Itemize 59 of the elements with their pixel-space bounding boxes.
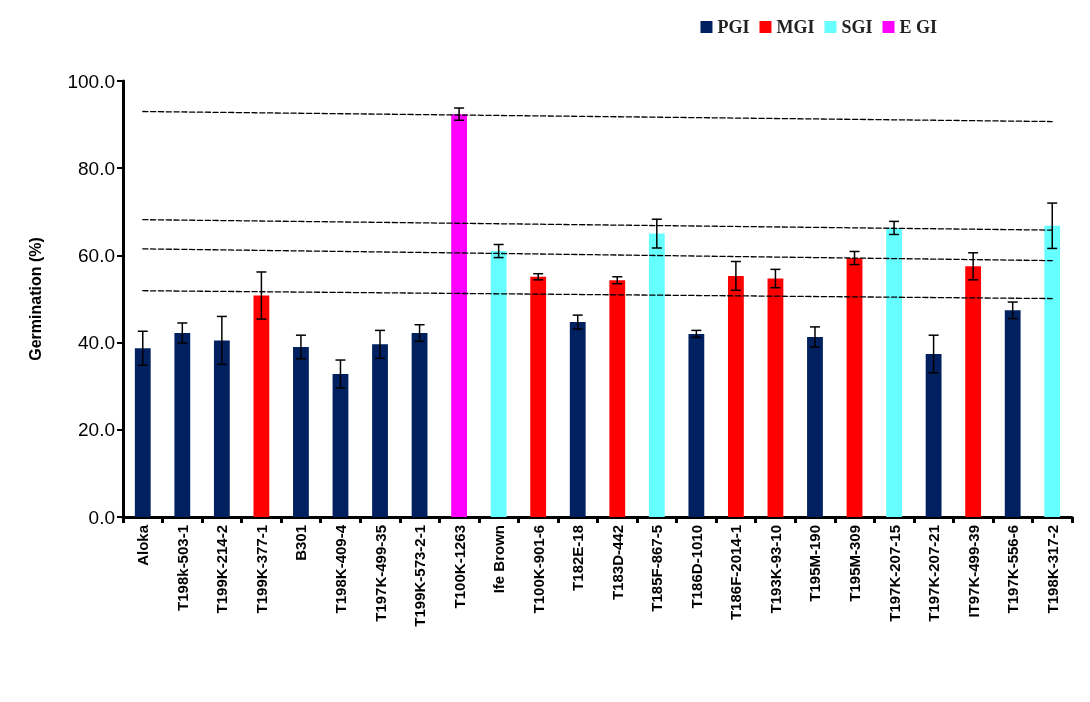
legend-label: MGI — [776, 17, 815, 37]
x-tick-label: T195M-190 — [806, 525, 824, 602]
bar — [293, 346, 309, 517]
x-tick-label: T100K-1263 — [450, 525, 468, 609]
y-tick-label: 80.0 — [78, 157, 115, 179]
x-tick-label: Aloka — [134, 524, 152, 566]
x-tick-label: IT97K-499-39 — [964, 525, 982, 618]
legend-label: E GI — [899, 17, 937, 37]
x-tick-label: T197K-556-6 — [1004, 525, 1022, 614]
x-tick-label: T197K-207-15 — [885, 525, 903, 622]
bar — [609, 280, 626, 517]
x-tick-label: T197K-207-21 — [925, 525, 943, 622]
bar — [688, 333, 705, 517]
x-tick-label: B301 — [292, 525, 310, 561]
x-tick-label: T183D-442 — [608, 525, 626, 601]
x-tick-label: T197K-499-35 — [371, 525, 389, 622]
x-tick-label: T198K-409-4 — [331, 524, 349, 614]
y-tick-label: 0.0 — [88, 506, 115, 528]
x-tick-label: T199K-573-2-1 — [411, 525, 429, 627]
x-tick-label: T195M-309 — [846, 525, 864, 602]
bar — [332, 373, 349, 517]
x-tick-label: T182E-18 — [569, 525, 587, 591]
x-tick-label: T198k-503-1 — [173, 525, 191, 611]
x-tick-label: T100K-901-6 — [529, 525, 547, 614]
bar — [569, 322, 586, 517]
y-tick-label: 60.0 — [78, 244, 115, 266]
bar — [174, 333, 191, 517]
bar — [411, 333, 428, 517]
bar — [727, 275, 744, 517]
x-tick-label: T193K-93-10 — [766, 525, 784, 614]
bar — [767, 278, 784, 517]
y-axis-title: Germination (%) — [26, 237, 44, 361]
x-tick-label: T186F-2014-1 — [727, 525, 745, 621]
x-tick-label: T198K-317-2 — [1043, 525, 1061, 614]
bar — [925, 353, 942, 517]
y-tick-label: 100.0 — [67, 70, 115, 92]
bar — [451, 114, 468, 517]
bar — [807, 336, 823, 517]
bar — [886, 227, 902, 517]
bar — [372, 344, 388, 517]
y-tick-label: 40.0 — [78, 332, 115, 354]
bar — [530, 276, 547, 517]
y-tick-label: 20.0 — [78, 419, 115, 441]
x-tick-label: T185F-867-5 — [648, 525, 666, 612]
x-tick-label: T199K-214-2 — [213, 525, 231, 614]
legend-label: SGI — [841, 17, 873, 37]
x-tick-label: Ife Brown — [490, 525, 508, 594]
bar — [965, 266, 982, 517]
bar — [846, 258, 863, 517]
bar — [213, 340, 230, 517]
bar — [134, 348, 151, 517]
bar — [1004, 310, 1021, 517]
bar — [1044, 225, 1061, 517]
bar — [253, 295, 270, 517]
x-tick-label: T199K-377-1 — [252, 525, 270, 614]
bar — [490, 251, 507, 517]
x-tick-label: T186D-1010 — [687, 525, 705, 609]
bar — [648, 233, 665, 517]
legend-label: PGI — [717, 17, 750, 37]
